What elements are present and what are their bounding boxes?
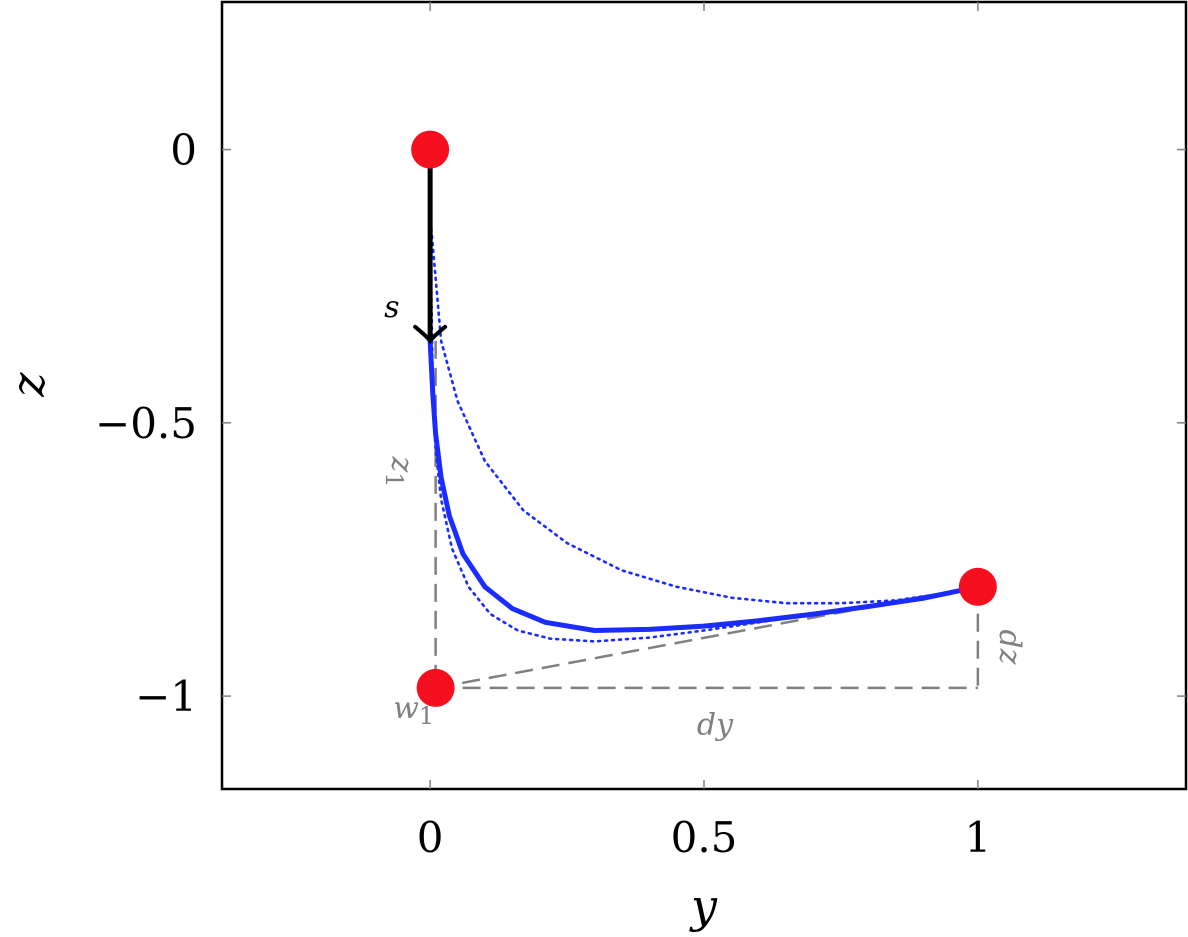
point-2	[416, 668, 455, 707]
curves-layer	[427, 213, 981, 643]
annotation-3: dz	[992, 629, 1027, 664]
arrow-layer: s	[384, 149, 448, 345]
y-tick-label-2: −1	[135, 672, 197, 721]
axes-frame-layer	[220, 0, 1188, 791]
x-axis-label: y	[689, 879, 718, 933]
y-tick-label-1: −0.5	[95, 399, 197, 448]
ticks-layer: 0 0.5 1 0 −0.5 −1	[95, 2, 1186, 862]
point-1	[958, 567, 997, 606]
plot-frame	[220, 0, 1188, 791]
main-curve	[427, 338, 981, 633]
annotation-2: z1	[380, 455, 419, 487]
annotation-1: dy	[697, 707, 734, 742]
dotted-curve-1	[428, 213, 980, 605]
points-layer	[411, 130, 997, 707]
dotted-curve-2	[428, 213, 980, 643]
x-tick-label-2: 1	[964, 813, 991, 862]
arrow-label: s	[384, 290, 399, 325]
y-tick-label-0: 0	[170, 126, 197, 175]
point-0	[411, 130, 450, 169]
x-tick-label-0: 0	[417, 813, 444, 862]
y-axis-label: z	[1, 372, 55, 398]
x-tick-label-1: 0.5	[671, 813, 738, 862]
arrow-head	[413, 324, 448, 345]
guide-lines-layer	[434, 340, 980, 690]
